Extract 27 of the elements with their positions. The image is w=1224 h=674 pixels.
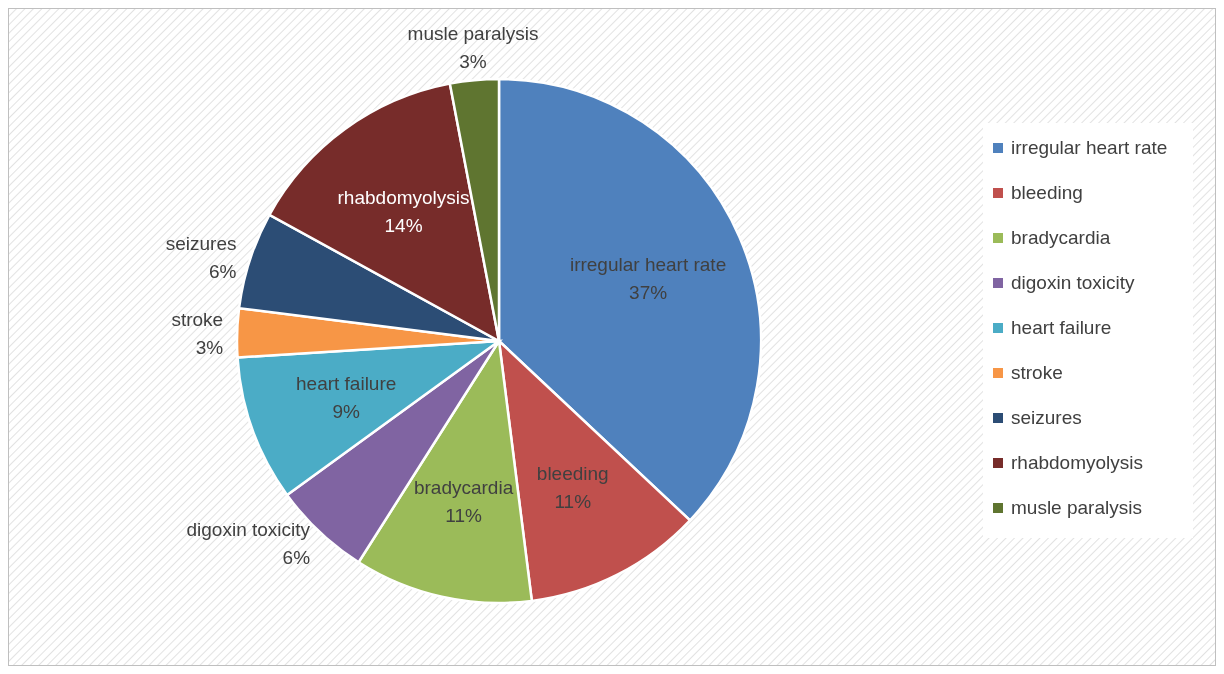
legend-label: bleeding: [1011, 182, 1083, 203]
legend-label: bradycardia: [1011, 227, 1111, 248]
slice-label: seizures: [165, 232, 237, 254]
legend-label: irregular heart rate: [1011, 137, 1168, 158]
data-label: 6%: [209, 260, 237, 282]
data-label: 9%: [332, 401, 360, 423]
data-label: 37%: [629, 281, 668, 303]
data-label: 3%: [195, 337, 224, 359]
data-label: 6%: [282, 547, 311, 569]
slice-label: bleeding: [536, 462, 609, 484]
slice-label: bradycardia: [413, 476, 514, 498]
slice-label: musle paralysis: [407, 23, 539, 45]
legend-label: rhabdomyolysis: [1011, 452, 1143, 473]
legend-label: digoxin toxicity: [1011, 272, 1136, 293]
slice-label: digoxin toxicity: [186, 519, 311, 541]
data-label: 11%: [554, 490, 592, 512]
legend-label: heart failure: [1011, 317, 1112, 338]
legend-label: musle paralysis: [1011, 497, 1142, 518]
slice-label: stroke: [171, 309, 224, 331]
data-label: 3%: [459, 51, 487, 73]
legend-label: seizures: [1011, 407, 1082, 428]
slice-label: heart failure: [295, 373, 397, 395]
slice-label: rhabdomyolysis: [337, 186, 470, 208]
slice-label: irregular heart rate: [569, 253, 727, 275]
data-label: 11%: [445, 504, 482, 526]
data-label: 14%: [384, 214, 423, 236]
legend-label: stroke: [1011, 362, 1063, 383]
